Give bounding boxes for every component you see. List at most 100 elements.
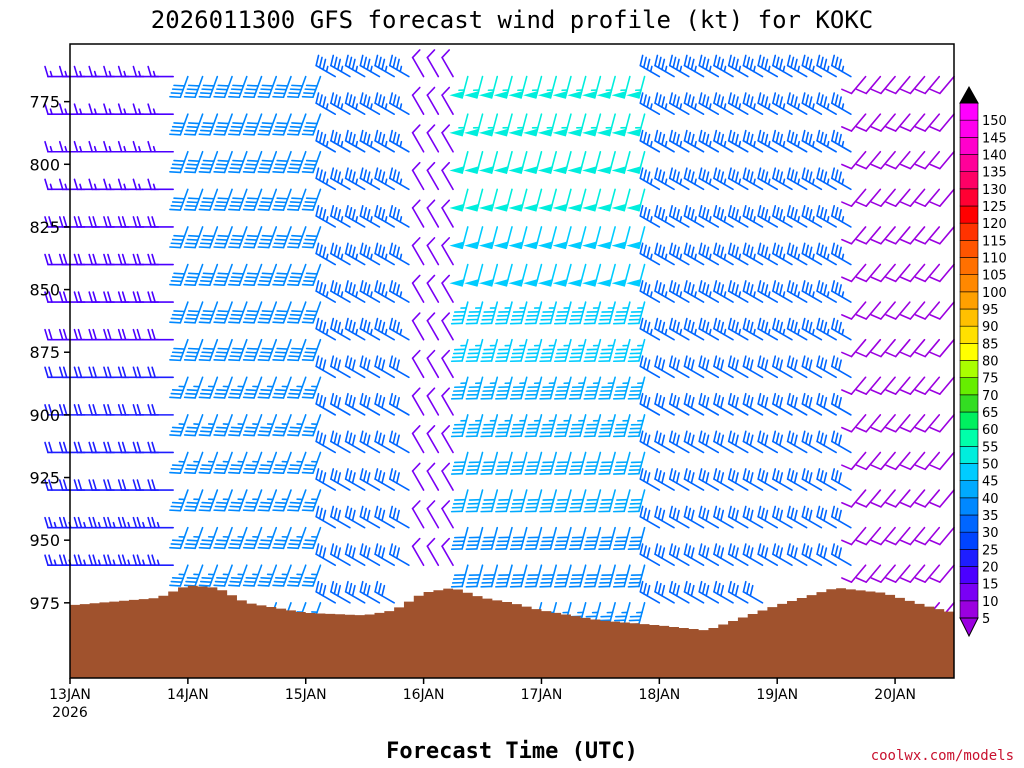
barb-full-feather <box>73 178 79 191</box>
barb-full-feather <box>668 468 673 480</box>
barb-full-feather <box>720 472 725 484</box>
source-credit[interactable]: coolwx.com/models <box>871 748 1014 764</box>
barb-full-feather <box>790 470 795 482</box>
barb-full-feather <box>668 280 673 292</box>
barb-full-feather <box>779 208 784 221</box>
colorbar-label: 135 <box>982 166 1007 181</box>
barb-full-feather <box>914 389 926 395</box>
wind-barb <box>389 430 410 454</box>
barb-full-feather <box>217 159 230 162</box>
barb-full-feather <box>229 467 242 471</box>
barb-full-feather <box>801 167 806 180</box>
wind-barb <box>554 376 572 400</box>
wind-barb <box>742 392 764 416</box>
colorbar: 5101520253035404550556065707580859095100… <box>959 85 1007 638</box>
barb-full-feather <box>348 56 353 69</box>
barb-full-feather <box>654 317 659 330</box>
wind-barb <box>213 564 233 587</box>
barb-full-feather <box>245 351 258 354</box>
barb-full-feather <box>672 432 677 445</box>
barb-full-feather <box>286 208 300 211</box>
barb-full-feather <box>272 546 285 550</box>
barb-full-feather <box>217 272 230 275</box>
barb-full-feather <box>351 584 356 597</box>
wind-barb <box>257 150 278 174</box>
barb-full-feather <box>713 204 718 217</box>
barb-full-feather <box>186 313 199 317</box>
barb-full-feather <box>171 539 184 542</box>
barb-full-feather <box>58 441 64 454</box>
barb-full-feather <box>366 321 371 334</box>
barb-full-feather <box>322 246 327 259</box>
barb-full-feather <box>757 167 762 180</box>
colorbar-label: 55 <box>982 440 999 455</box>
barb-half-feather <box>664 328 668 336</box>
barb-full-feather <box>301 246 314 249</box>
barb-full-feather <box>217 197 230 200</box>
barb-full-feather <box>690 434 695 447</box>
barb-full-feather <box>870 201 882 207</box>
barb-half-feather <box>841 178 845 186</box>
barb-full-feather <box>374 317 379 330</box>
barb-full-feather <box>731 582 736 595</box>
barb-full-feather <box>202 234 215 238</box>
barb-full-feather <box>351 396 356 409</box>
barb-staff <box>939 451 955 471</box>
barb-full-feather <box>88 65 93 78</box>
barb-staff <box>865 226 882 245</box>
barb-staff <box>865 526 882 546</box>
barb-full-feather <box>366 133 371 146</box>
barb-full-feather <box>185 280 198 283</box>
barb-staff <box>909 526 926 546</box>
x-tick-label: 20JAN <box>874 687 916 703</box>
barb-pennant <box>449 166 465 174</box>
barb-full-feather <box>117 103 123 115</box>
barb-full-feather <box>230 464 243 467</box>
barb-full-feather <box>44 479 49 491</box>
barb-full-feather <box>330 505 335 518</box>
barb-full-feather <box>366 584 371 597</box>
barb-full-feather <box>274 426 288 429</box>
barb-full-feather <box>288 355 301 358</box>
barb-full-feather <box>291 159 304 162</box>
wind-barb <box>757 430 779 454</box>
barb-full-feather <box>841 163 853 170</box>
barb-full-feather <box>639 204 644 217</box>
barb-full-feather <box>199 392 212 396</box>
barb-full-feather <box>213 246 226 249</box>
barb-half-feather <box>679 65 683 73</box>
barb-half-feather <box>811 253 815 261</box>
barb-full-feather <box>701 470 706 482</box>
barb-full-feather <box>837 396 842 409</box>
barb-half-feather <box>782 253 786 261</box>
barb-full-feather <box>201 576 214 580</box>
wind-barb <box>359 280 381 303</box>
barb-full-feather <box>426 86 436 96</box>
barb-full-feather <box>201 313 214 317</box>
wind-barb <box>330 92 351 115</box>
barb-full-feather <box>147 216 152 228</box>
barb-full-feather <box>816 392 821 405</box>
wind-barb <box>816 355 837 379</box>
barb-full-feather <box>657 169 662 182</box>
wind-barb <box>668 468 690 491</box>
wind-barb <box>885 338 911 358</box>
wind-barb <box>612 564 631 588</box>
barb-full-feather <box>646 133 651 146</box>
barb-full-feather <box>344 54 349 67</box>
barb-full-feather <box>389 505 394 518</box>
barb-full-feather <box>48 404 53 416</box>
barb-half-feather <box>369 178 373 186</box>
barb-full-feather <box>377 470 382 482</box>
barb-full-feather <box>288 280 301 283</box>
x-axis: 13JAN 14JAN 15JAN 16JAN 17JAN 18JAN 19JAN 20JAN… <box>49 678 916 721</box>
wind-barb <box>539 376 558 400</box>
barb-full-feather <box>749 547 754 560</box>
barb-full-feather <box>344 580 349 593</box>
barb-full-feather <box>793 284 798 296</box>
wind-barb <box>330 392 351 416</box>
barb-full-feather <box>257 546 270 550</box>
wind-barb <box>742 129 764 153</box>
barb-half-feather <box>723 140 727 148</box>
barb-full-feather <box>305 122 318 125</box>
